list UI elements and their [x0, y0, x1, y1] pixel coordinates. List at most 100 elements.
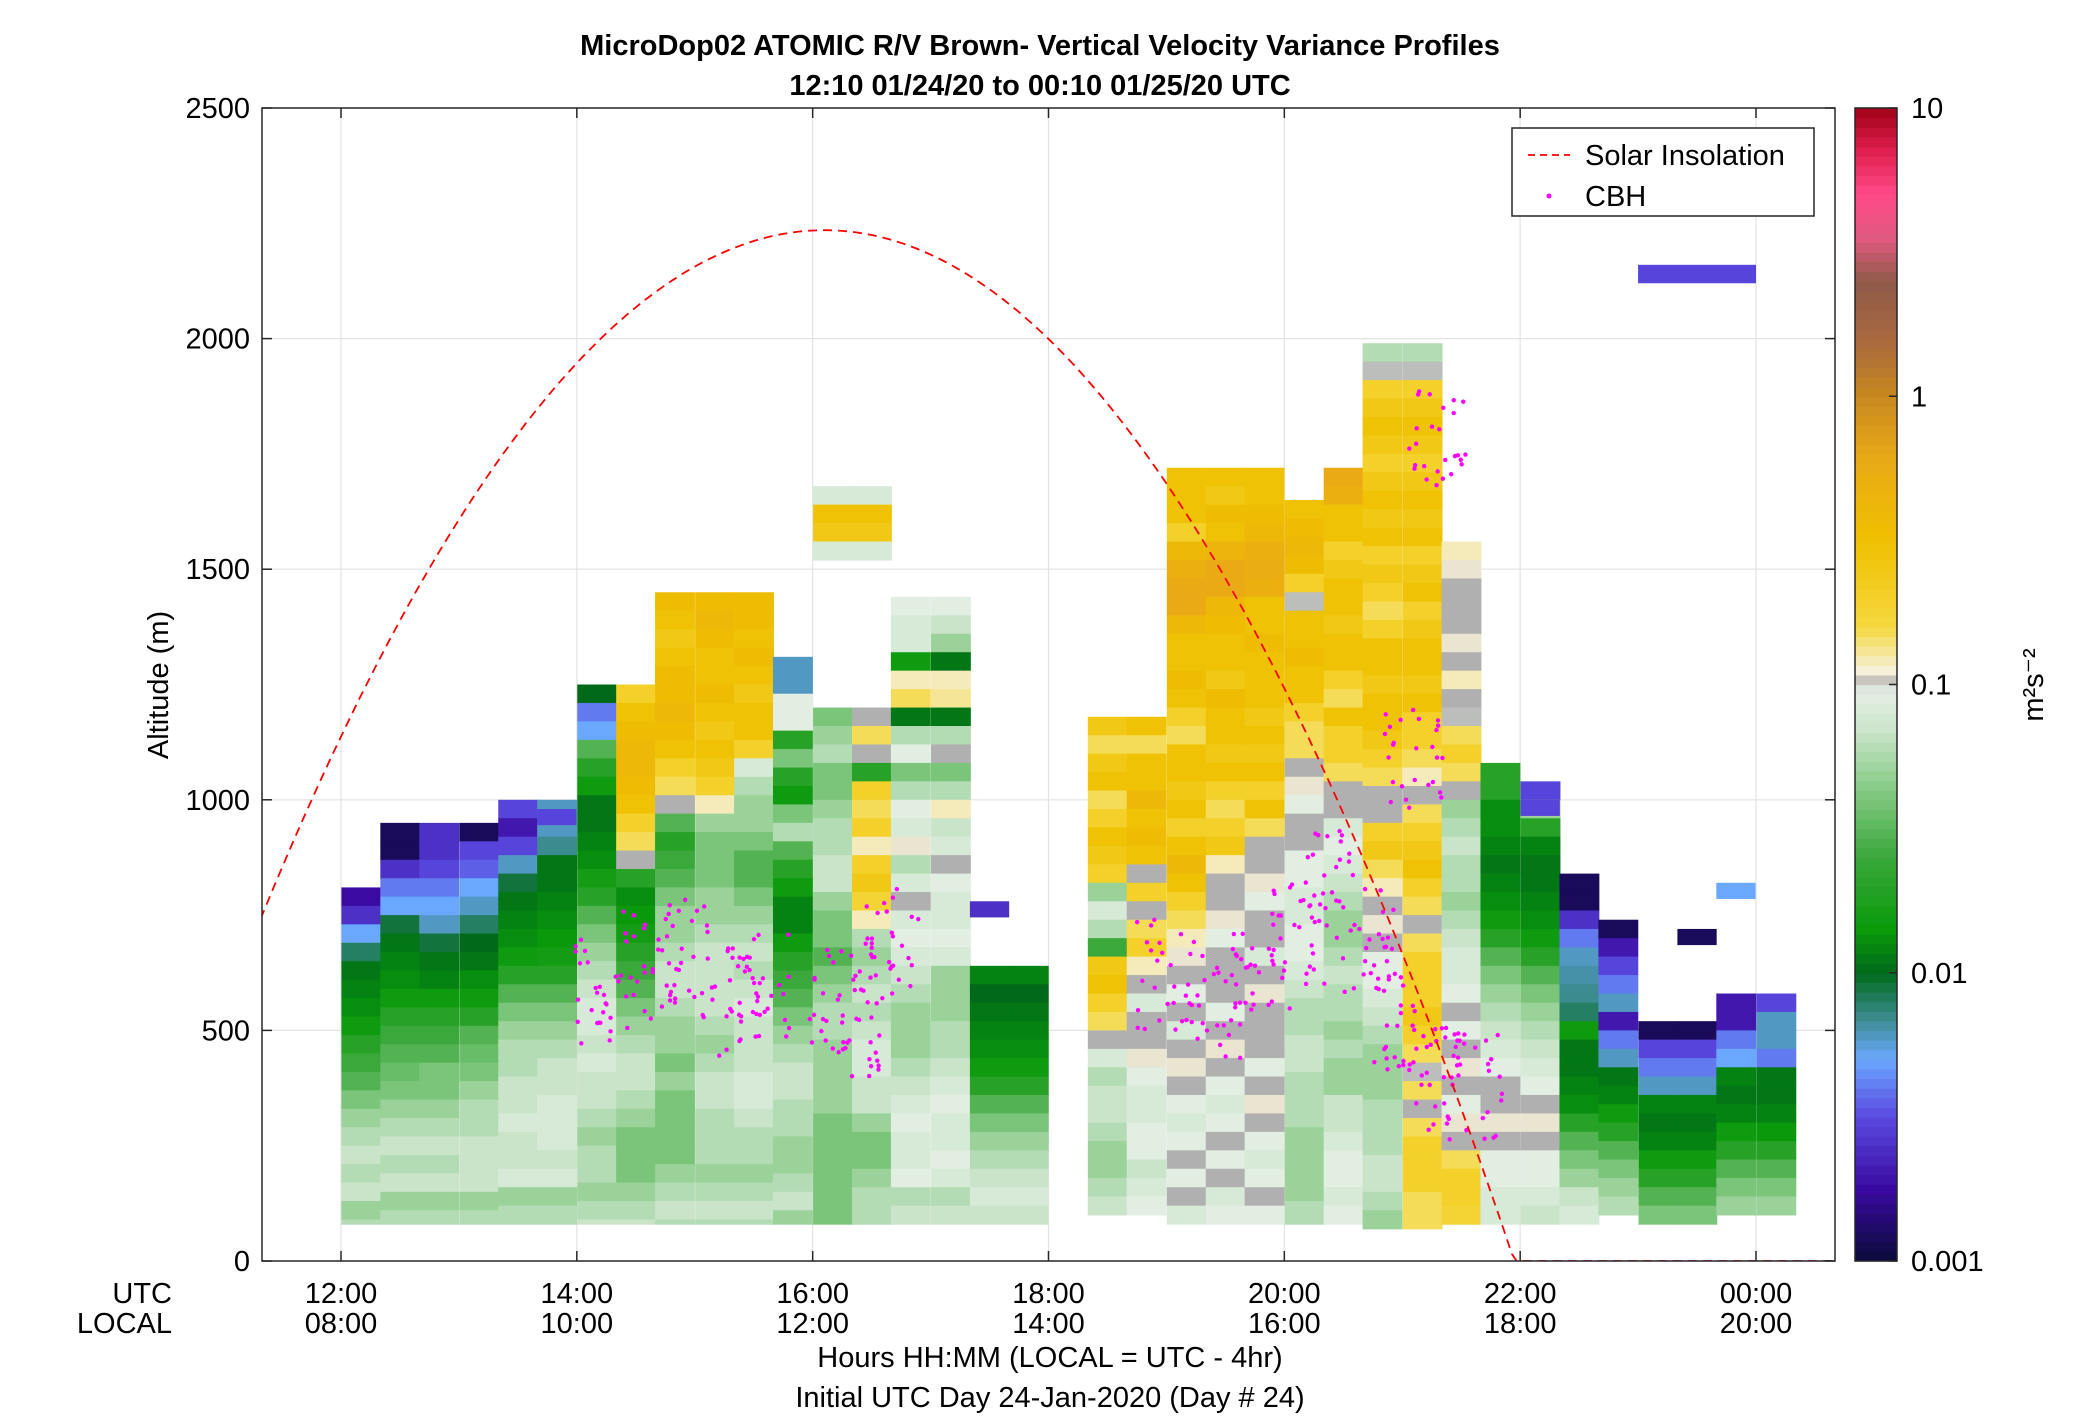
heatmap-cell [655, 1053, 695, 1073]
heatmap-cell [1166, 1076, 1207, 1096]
cbh-point [727, 978, 733, 983]
heatmap-cell [1205, 818, 1246, 838]
heatmap-cell [537, 1076, 578, 1096]
heatmap-cell [772, 822, 813, 842]
cbh-point [672, 983, 677, 988]
heatmap-cell [930, 726, 971, 746]
heatmap-cell [734, 1035, 774, 1055]
heatmap-cell [380, 915, 421, 935]
cbh-point [869, 941, 875, 946]
colorbar-segment [1855, 1251, 1897, 1262]
heatmap-cell [1402, 490, 1443, 510]
cbh-point [865, 936, 870, 941]
heatmap-cell [380, 1173, 421, 1193]
cbh-point [1148, 923, 1154, 928]
heatmap-cell [1205, 910, 1246, 930]
cbh-point [1449, 1075, 1454, 1080]
heatmap-cell [734, 868, 774, 889]
heatmap-cell [1087, 956, 1128, 976]
heatmap-cell [498, 1094, 539, 1115]
cbh-point [738, 1014, 744, 1019]
cbh-point [1195, 1036, 1200, 1041]
cbh-point [702, 904, 707, 909]
heatmap-cell [1362, 546, 1403, 566]
cbh-point [1452, 1032, 1457, 1037]
heatmap-cell [1244, 726, 1285, 746]
cbh-point [1243, 965, 1249, 970]
heatmap-cell [419, 841, 460, 861]
heatmap-cell [655, 795, 695, 815]
cbh-point [1135, 1025, 1140, 1031]
heatmap-cell [930, 689, 971, 709]
heatmap-cell [1520, 1094, 1561, 1115]
heatmap-cell [1362, 1044, 1403, 1064]
cbh-point [1499, 1091, 1505, 1097]
heatmap-cell [1638, 264, 1756, 284]
heatmap-cell [1362, 822, 1403, 842]
heatmap-cell [498, 1076, 539, 1096]
heatmap-cell [419, 822, 460, 842]
heatmap-cell [1756, 1048, 1797, 1068]
heatmap-cell [1284, 573, 1325, 593]
heatmap-cell [341, 1127, 382, 1147]
heatmap-cell [1520, 947, 1561, 967]
cbh-point [849, 953, 854, 958]
cbh-point [1368, 971, 1373, 976]
cbh-point [1226, 1032, 1232, 1038]
heatmap-cell [1244, 633, 1285, 653]
cbh-point [672, 1000, 678, 1005]
heatmap-cell [930, 633, 971, 653]
heatmap-cell [1716, 1048, 1757, 1068]
cbh-point [1398, 717, 1403, 723]
heatmap-cell [851, 762, 892, 782]
cbh-point [1380, 936, 1385, 942]
heatmap-cell [1166, 523, 1207, 543]
cbh-point [875, 910, 880, 916]
heatmap-cell [695, 924, 736, 944]
heatmap-cell [1205, 799, 1246, 819]
cbh-point [1462, 1032, 1467, 1037]
cbh-point [674, 966, 679, 972]
heatmap-cell [498, 1113, 539, 1133]
heatmap-cell [1323, 1113, 1364, 1133]
heatmap-cell [616, 739, 657, 759]
heatmap-cell [930, 1150, 971, 1170]
heatmap-cell [616, 795, 657, 815]
cbh-point [756, 932, 761, 938]
heatmap-cell [930, 873, 971, 893]
heatmap-cell [1205, 1094, 1246, 1115]
heatmap-cell [616, 721, 657, 741]
cbh-point [1362, 886, 1368, 892]
heatmap-cell [1638, 1076, 1679, 1096]
heatmap-cell [1362, 693, 1403, 713]
heatmap-cell [655, 942, 695, 962]
heatmap-cell [577, 942, 618, 962]
heatmap-cell [1244, 781, 1285, 801]
heatmap-cell [695, 1108, 736, 1128]
heatmap-cell [419, 1191, 460, 1211]
heatmap-cell [772, 656, 813, 676]
heatmap-cell [1441, 707, 1482, 727]
heatmap-cell [537, 965, 578, 985]
heatmap-cell [1205, 1187, 1246, 1207]
cbh-point [1309, 943, 1314, 948]
colorbar-segment [1855, 223, 1897, 234]
cbh-point [1337, 857, 1343, 862]
cbh-point [1385, 1067, 1390, 1072]
colorbar-segment [1855, 136, 1897, 148]
heatmap-cell [1087, 827, 1128, 847]
heatmap-cell [1480, 1002, 1521, 1022]
heatmap-cell [813, 504, 853, 524]
heatmap-cell [1441, 744, 1482, 764]
heatmap-cell [1362, 343, 1403, 363]
heatmap-cell [655, 1145, 695, 1165]
heatmap-cell [498, 984, 539, 1004]
heatmap-cell [1284, 961, 1325, 981]
heatmap-cell [616, 832, 657, 852]
heatmap-cell [1205, 652, 1246, 672]
heatmap-cell [1756, 1141, 1797, 1161]
heatmap-cell [969, 1168, 1010, 1188]
cbh-point [1229, 972, 1235, 978]
colorbar-segment [1855, 934, 1897, 945]
heatmap-cell [1402, 712, 1443, 732]
